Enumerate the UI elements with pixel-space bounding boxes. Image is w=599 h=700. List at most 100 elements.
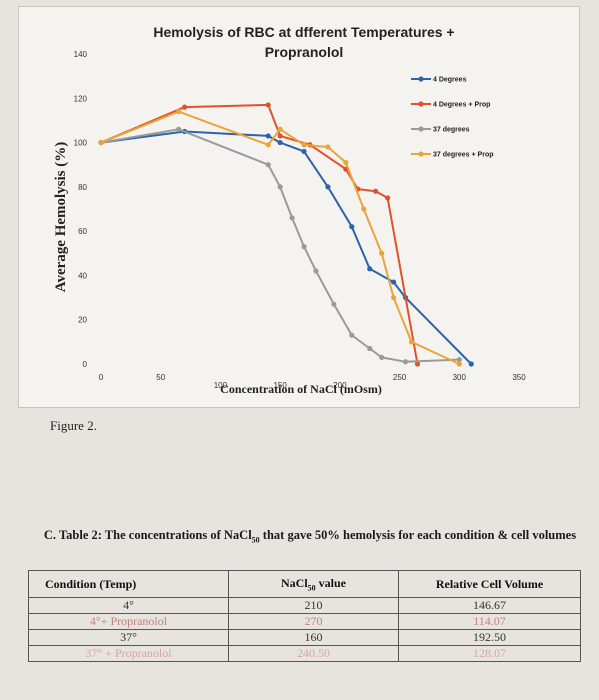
legend-label: 37 degrees <box>433 127 470 134</box>
series-line <box>100 130 472 365</box>
data-point <box>325 184 331 190</box>
x-tick-label: 300 <box>453 373 467 382</box>
data-point <box>182 104 188 110</box>
figure-caption: Figure 2. <box>50 418 97 433</box>
header-nacl50-value: NaCl50 value <box>228 570 399 598</box>
legend-entry: 4 Degrees + Prop <box>411 101 490 109</box>
cell-condition: 37° + Propranolol <box>28 645 229 662</box>
data-point <box>402 359 409 365</box>
data-point <box>176 126 182 132</box>
table-row: 37° 160 192.50 <box>28 629 581 646</box>
header-condition: Condition (Temp) <box>28 570 229 598</box>
data-point <box>367 266 373 272</box>
data-point <box>265 162 271 168</box>
cell-value: 160 <box>228 629 399 646</box>
cell-condition: 37° <box>28 629 229 646</box>
data-point <box>456 356 462 363</box>
cell-volume: 192.50 <box>398 629 581 646</box>
legend-label: 4 Degrees <box>433 77 467 84</box>
header-value-sub: 50 <box>307 583 316 593</box>
data-point <box>301 148 307 155</box>
y-tick-label: 40 <box>78 271 87 280</box>
cell-volume: 128.07 <box>398 645 581 662</box>
table-row: 4°+ Propranolol 270 114.07 <box>28 613 581 630</box>
series-line <box>100 103 419 365</box>
hemolysis-line-chart: Hemolysis of RBC at dfferent Temperature… <box>53 24 526 396</box>
table-caption-part1: C. Table 2: The concentrations of NaCl <box>43 528 252 542</box>
data-point <box>349 332 355 338</box>
data-point <box>343 159 349 166</box>
legend-label: 37 degrees + Prop <box>433 152 494 159</box>
header-value-suffix: value <box>315 575 346 590</box>
chart-title-line2: Propranolol <box>265 44 344 60</box>
x-tick-label: 50 <box>156 373 165 382</box>
y-tick-label: 140 <box>74 50 88 59</box>
data-point <box>325 144 331 150</box>
cell-value: 210 <box>228 597 399 614</box>
data-point <box>98 139 104 146</box>
data-point <box>277 126 283 132</box>
y-tick-label: 0 <box>83 360 88 369</box>
y-tick-label: 80 <box>78 183 87 192</box>
header-relative-cell-volume: Relative Cell Volume <box>398 570 581 598</box>
data-point <box>289 215 295 221</box>
table-row: 37° + Propranolol 240.50 128.07 <box>28 645 581 662</box>
cell-condition: 4°+ Propranolol <box>28 613 229 630</box>
data-point <box>456 361 462 367</box>
y-tick-label: 120 <box>74 94 88 103</box>
data-point <box>265 142 271 148</box>
series-37-degrees-prop <box>98 108 462 367</box>
data-point <box>367 345 373 352</box>
x-tick-label: 350 <box>512 373 526 382</box>
legend-entry: 4 Degrees <box>411 76 467 84</box>
data-point <box>373 188 379 194</box>
legend-swatch-marker <box>418 76 424 82</box>
data-point <box>391 294 397 301</box>
data-point <box>176 108 182 115</box>
data-point <box>265 102 271 108</box>
nacl50-table: Condition (Temp) NaCl50 value Relative C… <box>28 570 581 662</box>
header-value-prefix: NaCl <box>280 575 308 590</box>
table-caption: C. Table 2: The concentrations of NaCl50… <box>40 527 580 549</box>
data-point <box>468 361 474 367</box>
x-tick-label: 150 <box>273 381 287 390</box>
y-tick-label: 100 <box>74 139 88 148</box>
data-point <box>385 195 391 201</box>
data-point <box>331 301 337 307</box>
series-4-degrees <box>98 128 474 367</box>
legend-swatch-marker <box>418 151 424 157</box>
y-axis-title: Average Hemolysis (%) <box>53 142 69 293</box>
series-line <box>100 110 460 365</box>
data-point <box>277 133 283 139</box>
data-point <box>391 279 397 285</box>
cell-volume: 114.07 <box>398 613 581 630</box>
x-tick-label: 100 <box>214 381 228 390</box>
data-point <box>301 142 307 148</box>
data-point <box>379 354 385 360</box>
data-point <box>313 268 319 274</box>
table-header-row: Condition (Temp) NaCl50 value Relative C… <box>28 570 581 598</box>
y-tick-label: 20 <box>78 316 87 325</box>
legend-label: 4 Degrees + Prop <box>433 102 490 109</box>
table-caption-part2: that gave 50% hemolysis for each conditi… <box>259 528 577 542</box>
data-point <box>408 339 415 345</box>
data-point <box>414 361 421 367</box>
legend-swatch-marker <box>418 126 424 132</box>
table-caption-sub: 50 <box>251 535 260 545</box>
data-point <box>265 133 271 139</box>
legend-swatch-marker <box>418 101 424 107</box>
data-point <box>379 250 385 256</box>
cell-volume: 146.67 <box>398 597 581 614</box>
data-point <box>361 206 367 212</box>
series-37-degrees <box>98 126 462 365</box>
data-point <box>301 244 307 250</box>
legend-entry: 37 degrees + Prop <box>411 151 494 159</box>
data-point <box>349 224 355 230</box>
legend-entry: 37 degrees <box>411 126 470 134</box>
cell-value: 270 <box>228 613 399 630</box>
cell-condition: 4° <box>28 597 229 614</box>
chart-title-line1: Hemolysis of RBC at dfferent Temperature… <box>153 24 454 40</box>
chart-frame: Hemolysis of RBC at dfferent Temperature… <box>18 6 580 408</box>
x-axis-title: Concentration of NaCl (mOsm) <box>220 382 382 396</box>
x-tick-label: 200 <box>333 381 347 390</box>
